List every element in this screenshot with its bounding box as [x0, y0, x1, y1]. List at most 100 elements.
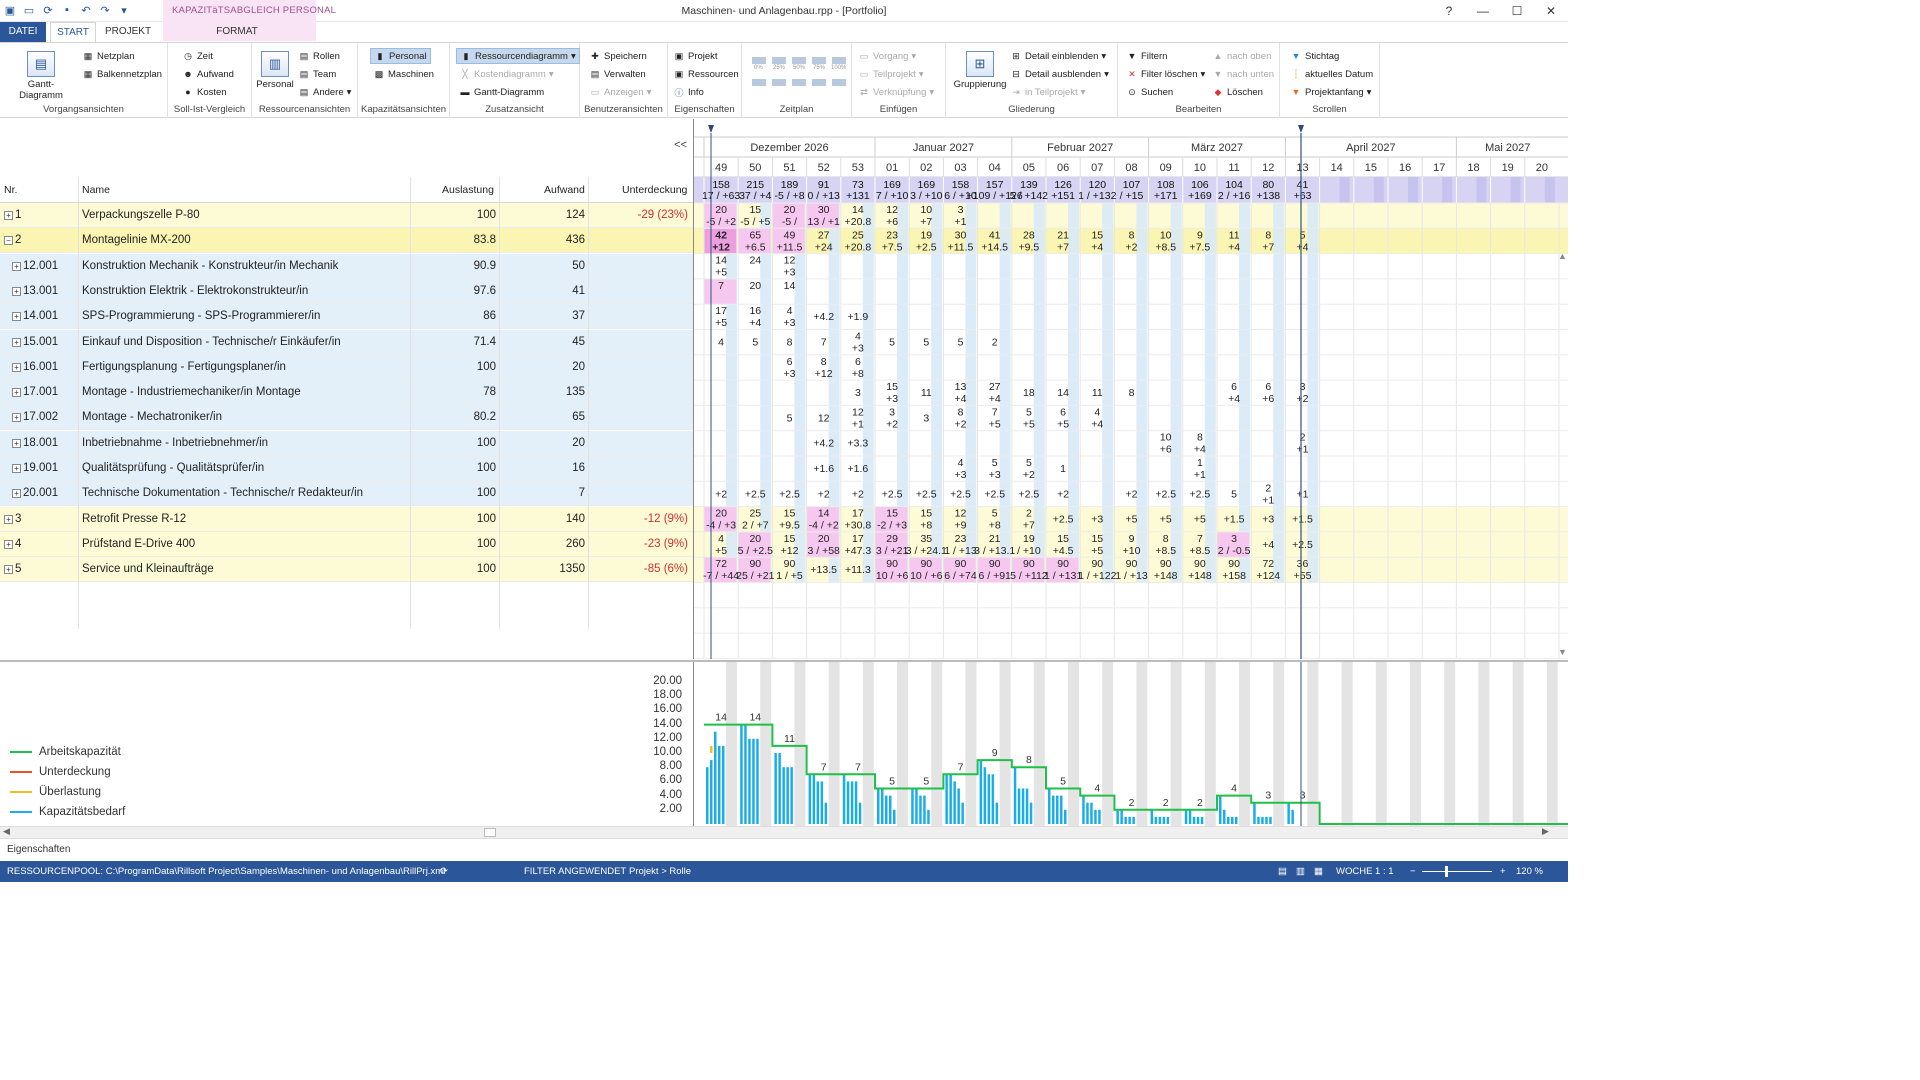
tab-start[interactable]: START: [50, 22, 96, 43]
expand-toggle-icon[interactable]: +: [12, 337, 21, 347]
horizontal-scrollbar[interactable]: ◀ ▶: [0, 826, 1568, 838]
table-row[interactable]: +17.002 Montage - Mechatroniker/in 80.2 65: [0, 405, 693, 431]
table-row[interactable]: +20.001 Technische Dokumentation - Techni…: [0, 481, 693, 507]
loeschen-button[interactable]: ◆ Löschen: [1212, 84, 1263, 100]
table-row[interactable]: +3 Retrofit Presse R-12 100 140 -12 (9%): [0, 506, 693, 532]
detail-einblenden-button[interactable]: ⊞ Detail einblenden ▾: [1010, 48, 1106, 64]
view-chart-icon[interactable]: ▦: [1314, 866, 1323, 877]
expand-toggle-icon[interactable]: +: [12, 362, 21, 372]
scroll-up-icon[interactable]: ▲: [1558, 251, 1567, 261]
expand-toggle-icon[interactable]: +: [4, 565, 13, 575]
table-row[interactable]: +14.001 SPS-Programmierung - SPS-Programm…: [0, 304, 693, 330]
header-name[interactable]: Name: [82, 184, 111, 196]
anzeigen-button[interactable]: ▭ Anzeigen ▾: [589, 84, 652, 100]
table-row[interactable]: +12.001 Konstruktion Mechanik - Konstrukt…: [0, 253, 693, 279]
project-end-marker-icon[interactable]: [1298, 125, 1304, 133]
expand-toggle-icon[interactable]: +: [12, 312, 21, 322]
expand-toggle-icon[interactable]: −: [4, 236, 13, 246]
undo-icon[interactable]: ↶: [81, 4, 91, 17]
netzplan-button[interactable]: ▦ Netzplan: [82, 48, 135, 64]
open-folder-icon[interactable]: ▭: [23, 4, 35, 17]
expand-toggle-icon[interactable]: +: [12, 388, 21, 398]
properties-panel-tab[interactable]: Eigenschaften: [0, 838, 1568, 861]
scroll-thumb[interactable]: [484, 828, 496, 837]
kostendiagramm-button[interactable]: ╳ Kostendiagramm ▾: [459, 66, 553, 82]
nach-oben-button[interactable]: ▲ nach oben: [1212, 48, 1272, 64]
info-button[interactable]: ⓘ Info: [673, 84, 703, 100]
table-row[interactable]: +18.001 Inbetriebnahme - Inbetriebnehmer/…: [0, 430, 693, 456]
eig-projekt-button[interactable]: ▣ Projekt: [673, 48, 718, 64]
zoom-out-icon[interactable]: −: [1410, 866, 1416, 877]
suchen-button[interactable]: ⊙ Suchen: [1126, 84, 1173, 100]
redo-icon[interactable]: ↷: [100, 4, 110, 17]
personal-view-button[interactable]: ▥ Personal: [256, 51, 294, 90]
project-start-marker-icon[interactable]: [708, 125, 714, 133]
projektanfang-button[interactable]: ▼ Projektanfang ▾: [1290, 84, 1372, 100]
header-nr[interactable]: Nr.: [4, 184, 18, 196]
stichtag-button[interactable]: ▼ Stichtag: [1290, 48, 1340, 64]
scroll-left-icon[interactable]: ◀: [3, 826, 10, 836]
zeitplan-progress-icons[interactable]: [752, 53, 848, 93]
close-icon[interactable]: ✕: [1545, 4, 1557, 18]
scroll-right-icon[interactable]: ▶: [1542, 826, 1549, 836]
table-row[interactable]: +19.001 Qualitätsprüfung - Qualitätsprüfe…: [0, 456, 693, 481]
expand-toggle-icon[interactable]: +: [12, 286, 21, 296]
zeit-button[interactable]: ◷ Zeit: [182, 48, 213, 64]
balkennetzplan-button[interactable]: ▦ Balkennetzplan: [82, 66, 162, 82]
header-aufwand[interactable]: Aufwand: [544, 184, 585, 196]
vorgang-einfuegen-button[interactable]: ▭ Vorgang ▾: [858, 48, 916, 64]
tab-projekt[interactable]: PROJEKT: [104, 26, 152, 37]
tab-datei[interactable]: DATEI: [0, 22, 46, 42]
expand-toggle-icon[interactable]: +: [12, 413, 21, 423]
expand-toggle-icon[interactable]: +: [12, 464, 21, 473]
expand-toggle-icon[interactable]: +: [12, 438, 21, 448]
gruppierung-button[interactable]: ⊞ Gruppierung: [950, 51, 1010, 90]
team-button[interactable]: ▤ Team: [298, 66, 337, 82]
andere-button[interactable]: ▤ Andere ▾: [298, 84, 352, 100]
tab-format[interactable]: FORMAT: [216, 26, 258, 37]
teilprojekt-einfuegen-button[interactable]: ▭ Teilprojekt ▾: [858, 66, 924, 82]
zus-gantt-button[interactable]: ▬ Gantt-Diagramm: [459, 84, 545, 100]
verwalten-button[interactable]: ▤ Verwalten: [589, 66, 646, 82]
maximize-icon[interactable]: ☐: [1511, 4, 1523, 18]
detail-ausblenden-button[interactable]: ⊟ Detail ausblenden ▾: [1010, 66, 1109, 82]
eig-ressourcen-button[interactable]: ▣ Ressourcen: [673, 66, 739, 82]
aufwand-button[interactable]: ☻ Aufwand: [182, 66, 234, 82]
header-auslastung[interactable]: Auslastung: [442, 184, 494, 196]
collapse-table-button[interactable]: <<: [674, 139, 687, 151]
table-row[interactable]: −2 Montagelinie MX-200 83.8 436: [0, 228, 693, 254]
gantt-diagramm-button[interactable]: ▤ Gantt-Diagramm: [6, 51, 76, 101]
table-row[interactable]: +5 Service und Kleinaufträge 100 1350 -85 (6…: [0, 557, 693, 583]
aktuelles-datum-button[interactable]: ┆ aktuelles Datum: [1290, 66, 1373, 82]
in-teilprojekt-button[interactable]: ⇥ in Teilprojekt ▾: [1010, 84, 1085, 100]
table-row[interactable]: +17.001 Montage - Industriemechaniker/in …: [0, 380, 693, 406]
customize-icon[interactable]: ▾: [121, 4, 127, 17]
maschinen-button[interactable]: ▩ Maschinen: [373, 66, 434, 82]
expand-toggle-icon[interactable]: +: [12, 261, 21, 271]
expand-toggle-icon[interactable]: +: [12, 489, 21, 499]
zoom-slider-thumb[interactable]: [1445, 866, 1448, 877]
table-row[interactable]: +1 Verpackungszelle P-80 100 124 -29 (23%): [0, 203, 693, 228]
filtern-button[interactable]: ▼ Filtern: [1126, 48, 1168, 64]
zoom-in-icon[interactable]: +: [1500, 866, 1506, 877]
view-table-icon[interactable]: ▤: [1278, 866, 1287, 877]
table-row[interactable]: +13.001 Konstruktion Elektrik - Elektroko…: [0, 278, 693, 304]
capacity-grid[interactable]: Dezember 2026 Januar 2027 Februar 2027 März…: [693, 119, 1568, 659]
kosten-button[interactable]: ● Kosten: [182, 84, 226, 100]
table-row[interactable]: +4 Prüfstand E-Drive 400 100 260 -23 (9%): [0, 531, 693, 557]
kap-personal-button[interactable]: ▮ Personal: [370, 48, 431, 64]
save-icon[interactable]: ▪: [65, 4, 69, 16]
expand-toggle-icon[interactable]: +: [4, 211, 13, 220]
nach-unten-button[interactable]: ▼ nach unten: [1212, 66, 1274, 82]
rollen-button[interactable]: ▤ Rollen: [298, 48, 340, 64]
expand-toggle-icon[interactable]: +: [4, 514, 13, 524]
filter-loeschen-button[interactable]: ✕ Filter löschen ▾: [1126, 66, 1205, 82]
zoom-slider[interactable]: [1422, 871, 1492, 872]
header-unterdeckung[interactable]: Unterdeckung: [622, 184, 688, 196]
verknuepfung-button[interactable]: ⇄ Verknüpfung ▾: [858, 84, 934, 100]
table-row[interactable]: +16.001 Fertigungsplanung - Fertigungspla…: [0, 354, 693, 380]
ressourcendiagramm-button[interactable]: ▮ Ressourcendiagramm ▾: [456, 48, 580, 64]
scroll-down-icon[interactable]: ▼: [1558, 647, 1567, 657]
expand-toggle-icon[interactable]: +: [4, 539, 13, 549]
minimize-icon[interactable]: —: [1477, 4, 1489, 18]
